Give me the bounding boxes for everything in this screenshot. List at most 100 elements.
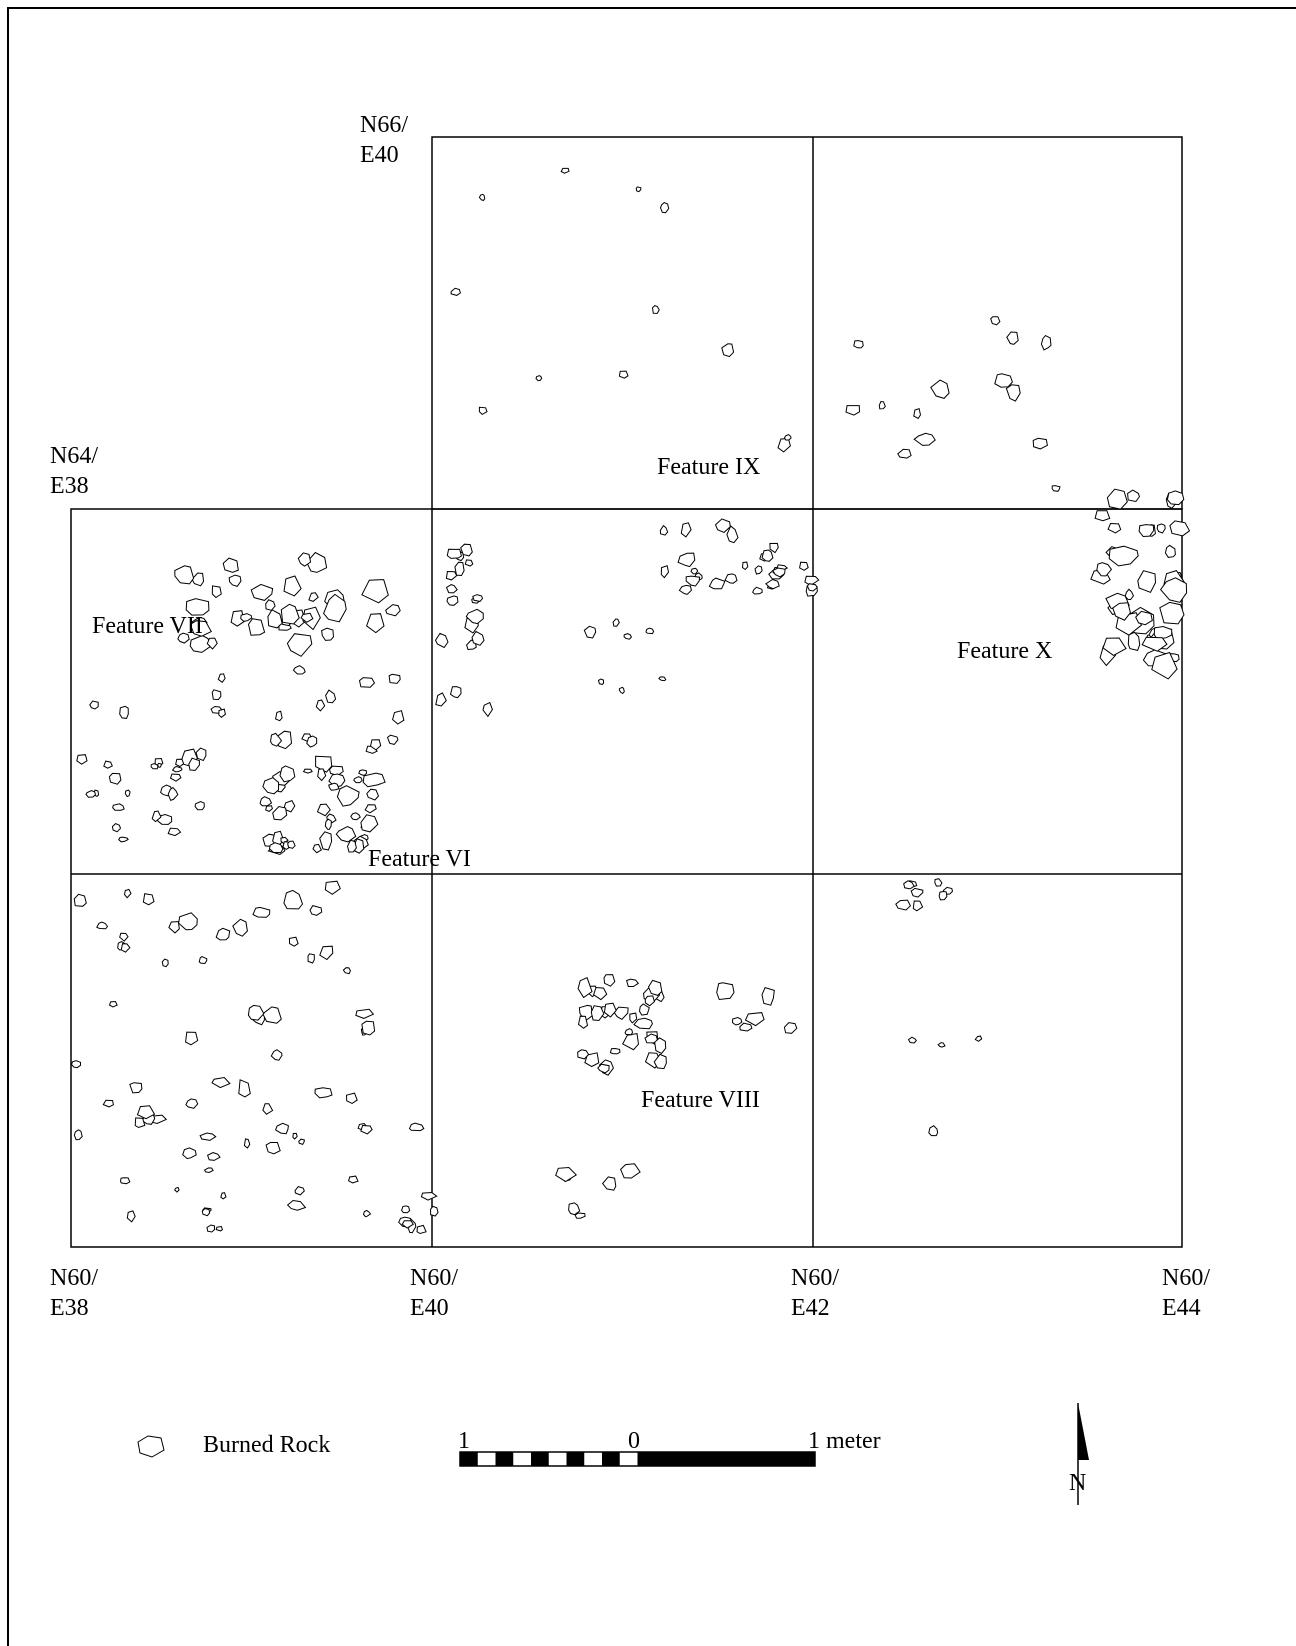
burned-rock — [931, 380, 949, 398]
burned-rock — [646, 628, 654, 634]
burned-rock — [846, 406, 860, 416]
burned-rock — [362, 580, 388, 603]
burned-rock — [281, 604, 299, 624]
burned-rock — [320, 832, 332, 850]
burned-rock — [260, 797, 271, 806]
corner-label: E40 — [410, 1295, 449, 1321]
burned-rock — [455, 562, 464, 575]
burned-rock — [784, 1023, 796, 1034]
burned-rock — [762, 988, 774, 1006]
burned-rock — [740, 1023, 752, 1031]
burned-rock — [266, 806, 273, 812]
burned-rock — [436, 633, 449, 647]
burned-rock — [74, 1130, 82, 1140]
burned-rock — [212, 690, 221, 700]
burned-rock — [239, 1080, 251, 1097]
burned-rock — [599, 679, 604, 684]
burned-rock — [361, 1126, 372, 1134]
burned-rock — [309, 593, 318, 602]
burned-rock — [1167, 491, 1183, 505]
burned-rock — [162, 959, 168, 967]
burned-rock — [995, 374, 1013, 387]
burned-rock — [175, 566, 194, 584]
frame — [8, 8, 1296, 1646]
corner-label: N60/ — [50, 1265, 98, 1291]
burned-rock — [202, 1209, 209, 1216]
scale-segment — [638, 1452, 816, 1466]
scale-segment — [531, 1452, 549, 1466]
burned-rock — [367, 789, 379, 800]
feature-label: Feature X — [957, 638, 1052, 664]
burned-rock — [603, 1177, 616, 1190]
burned-rock — [360, 678, 375, 688]
burned-rock — [351, 813, 360, 820]
burned-rock — [308, 954, 314, 963]
burned-rock — [273, 807, 287, 820]
burned-rock — [168, 828, 180, 836]
burned-rock — [173, 767, 182, 772]
burned-rock — [659, 677, 666, 681]
burned-rock — [186, 1032, 198, 1045]
burned-rock — [709, 578, 724, 589]
burned-rock — [171, 774, 181, 781]
feature-label: Feature VIII — [641, 1087, 760, 1113]
burned-rock — [363, 773, 385, 787]
burned-rock — [909, 1037, 917, 1043]
burned-rock — [762, 550, 773, 561]
burned-rock — [200, 1133, 216, 1140]
burned-rock — [661, 203, 669, 213]
burned-rock — [325, 881, 340, 894]
legend-label: Burned Rock — [203, 1432, 330, 1458]
corner-label: N60/ — [791, 1265, 839, 1291]
burned-rock — [104, 761, 113, 768]
corner-label: E38 — [50, 473, 89, 499]
feature-label: Feature VI — [368, 846, 471, 872]
burned-rock — [337, 786, 359, 806]
burned-rock — [679, 585, 691, 594]
burned-rock — [681, 523, 691, 537]
burned-rock — [270, 843, 283, 853]
burned-rock — [326, 690, 336, 703]
burned-rock — [271, 1050, 282, 1061]
corner-label: N64/ — [50, 443, 98, 469]
scale-segment — [567, 1452, 585, 1466]
burned-rock — [329, 783, 339, 790]
burned-rock — [1007, 332, 1018, 344]
burned-rock — [365, 805, 376, 813]
burned-rock — [939, 892, 947, 900]
burned-rock — [112, 824, 120, 832]
burned-rock — [619, 687, 624, 693]
burned-rock — [125, 790, 130, 796]
burned-rock — [1052, 486, 1060, 492]
burned-rock — [287, 634, 311, 657]
scale-label: 1 — [458, 1428, 470, 1454]
burned-rock — [318, 804, 331, 816]
burned-rock — [359, 770, 367, 776]
burned-rock — [624, 634, 631, 640]
burned-rock — [288, 841, 296, 848]
legend-symbol — [138, 1436, 164, 1457]
burned-rock — [447, 585, 458, 593]
burned-rock — [1033, 438, 1047, 449]
burned-rock — [276, 1123, 289, 1133]
burned-rock — [175, 1187, 179, 1192]
burned-rock — [389, 674, 400, 683]
rock-layer — [71, 168, 1189, 1233]
burned-rock — [216, 1227, 222, 1231]
burned-rock — [315, 1088, 332, 1098]
burned-rock — [661, 566, 668, 578]
burned-rock — [135, 1118, 145, 1128]
burned-rock — [307, 736, 317, 747]
burned-rock — [103, 1100, 113, 1107]
burned-rock — [109, 773, 121, 784]
burned-rock — [785, 435, 792, 441]
burned-rock — [263, 1007, 282, 1023]
burned-rock — [579, 1016, 588, 1028]
scale-bar — [460, 1452, 815, 1466]
burned-rock — [610, 1049, 620, 1054]
burned-rock — [158, 763, 161, 767]
burned-rock — [196, 748, 206, 760]
burned-rock — [402, 1206, 410, 1213]
burned-rock — [938, 1043, 945, 1048]
burned-rock — [561, 168, 569, 173]
